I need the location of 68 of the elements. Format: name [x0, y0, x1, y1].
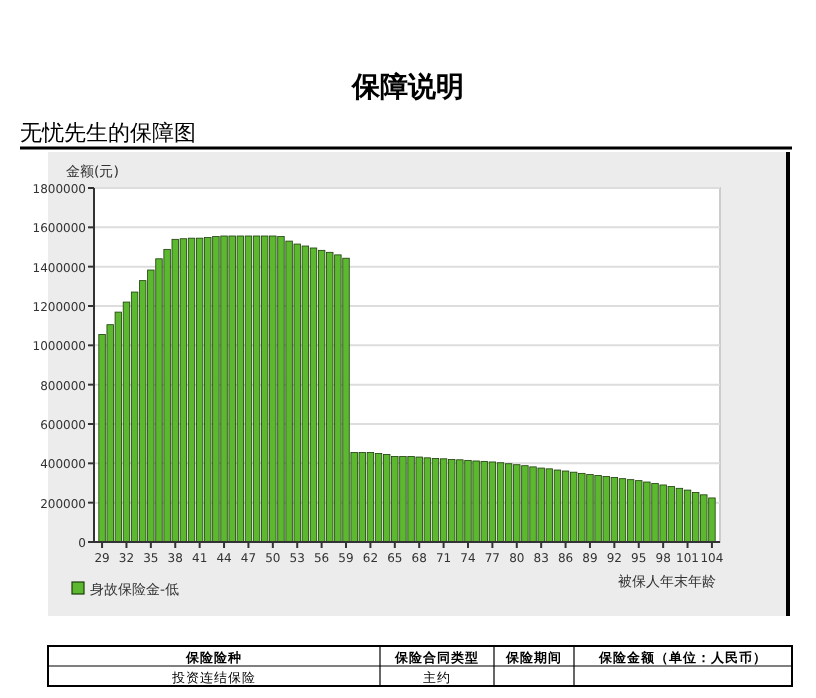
bar: [293, 243, 301, 543]
bar: [578, 472, 586, 543]
bar: [529, 466, 537, 543]
bar: [317, 249, 326, 543]
bar: [212, 236, 220, 543]
bar: [472, 460, 480, 543]
bar: [700, 494, 708, 543]
bar: [553, 469, 562, 543]
bar: [504, 463, 513, 543]
bar: [464, 459, 472, 543]
bar: [423, 457, 431, 543]
bar: [683, 489, 692, 543]
bar: [537, 467, 545, 543]
bar: [383, 454, 391, 543]
bar: [366, 452, 375, 543]
bar: [195, 237, 204, 543]
bar: [594, 475, 602, 543]
chart-title: 保障说明: [350, 70, 464, 104]
bar: [561, 470, 570, 543]
bar: [179, 238, 188, 543]
bar: [448, 459, 456, 543]
bar: [586, 474, 594, 543]
bar: [374, 453, 383, 543]
bar: [236, 235, 244, 543]
bar: [480, 460, 488, 543]
bar: [496, 462, 505, 543]
bar: [220, 235, 228, 543]
bar: [708, 497, 716, 543]
bar: [277, 236, 285, 543]
bar: [399, 456, 407, 543]
bar: [309, 247, 318, 543]
bar: [171, 238, 179, 543]
bar: [570, 471, 578, 543]
bar: [675, 487, 684, 543]
bar: [439, 458, 448, 543]
bar: [204, 237, 212, 543]
bar: [626, 479, 635, 543]
bar: [334, 254, 342, 543]
bar: [513, 464, 521, 543]
bar: [545, 468, 553, 543]
bar: [261, 235, 269, 543]
bar: [618, 478, 627, 543]
bar: [643, 481, 651, 543]
bar: [659, 484, 667, 543]
bar: [358, 452, 366, 543]
bar: [391, 456, 399, 543]
bar: [285, 240, 293, 543]
bar: [692, 492, 700, 543]
bar: [326, 251, 334, 543]
bar: [431, 458, 440, 543]
bar: [651, 482, 659, 543]
bar: [407, 456, 415, 543]
bar: [228, 235, 236, 543]
bar: [269, 235, 277, 543]
bar: [667, 486, 675, 543]
bar: [415, 456, 423, 543]
bar: [252, 235, 261, 543]
bar: [635, 480, 643, 543]
bar: [521, 465, 529, 543]
bar: [602, 476, 610, 543]
bar: [301, 245, 310, 543]
bar: [342, 257, 350, 543]
bar: [244, 235, 253, 543]
bar: [610, 477, 619, 543]
bar: [488, 461, 497, 543]
bar: [456, 459, 464, 543]
chart-subtitle: 无忧先生的保障图: [20, 120, 196, 146]
bar: [187, 237, 196, 543]
